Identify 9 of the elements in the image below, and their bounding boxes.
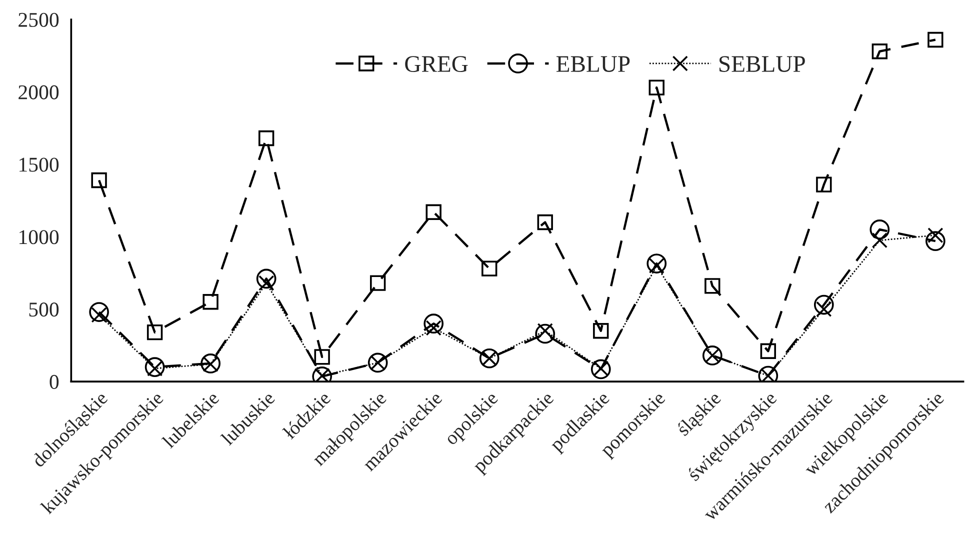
legend-label: EBLUP — [556, 56, 630, 72]
y-tick-label: 500 — [29, 302, 59, 317]
y-tick-label: 2500 — [18, 12, 59, 27]
legend-label: GREG — [405, 56, 468, 72]
y-tick-label: 2000 — [18, 85, 59, 100]
legend-label: SEBLUP — [720, 56, 805, 72]
y-tick-label: 0 — [50, 374, 59, 389]
y-tick-label: 1500 — [20, 158, 59, 172]
y-tick-label: 1000 — [20, 230, 59, 244]
